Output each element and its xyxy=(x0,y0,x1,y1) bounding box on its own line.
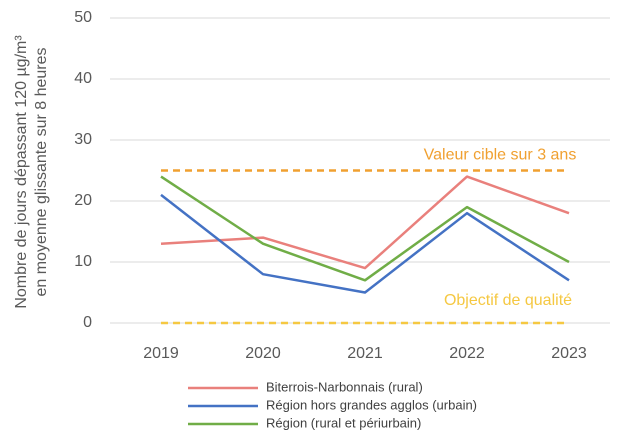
y-axis-label: en moyenne glissante sur 8 heures xyxy=(33,47,50,296)
x-tick-label: 2019 xyxy=(143,345,179,362)
legend-label: Région (rural et périurbain) xyxy=(266,415,421,430)
reference-label: Objectif de qualité xyxy=(444,292,572,309)
y-tick-label: 30 xyxy=(74,131,92,148)
series-line xyxy=(160,175,570,270)
legend-label: Région hors grandes agglos (urbain) xyxy=(266,397,477,412)
y-tick-label: 50 xyxy=(74,9,92,26)
y-axis-label: Nombre de jours dépassant 120 µg/m³ xyxy=(13,35,30,309)
y-tick-label: 10 xyxy=(74,253,92,270)
y-tick-label: 20 xyxy=(74,192,92,209)
legend: Biterrois-Narbonnais (rural) Région hors … xyxy=(188,379,477,430)
y-tick-label: 0 xyxy=(83,314,92,331)
y-axis-title: Nombre de jours dépassant 120 µg/m³ en m… xyxy=(13,35,50,309)
x-tick-label: 2022 xyxy=(449,345,485,362)
x-tick-label: 2023 xyxy=(551,345,587,362)
legend-label: Biterrois-Narbonnais (rural) xyxy=(266,379,423,394)
x-tick-label: 2021 xyxy=(347,345,383,362)
x-tick-label: 2020 xyxy=(245,345,281,362)
series-line xyxy=(160,175,570,282)
reference-label: Valeur cible sur 3 ans xyxy=(424,147,577,164)
series-line xyxy=(160,193,570,294)
y-tick-label: 40 xyxy=(74,70,92,87)
